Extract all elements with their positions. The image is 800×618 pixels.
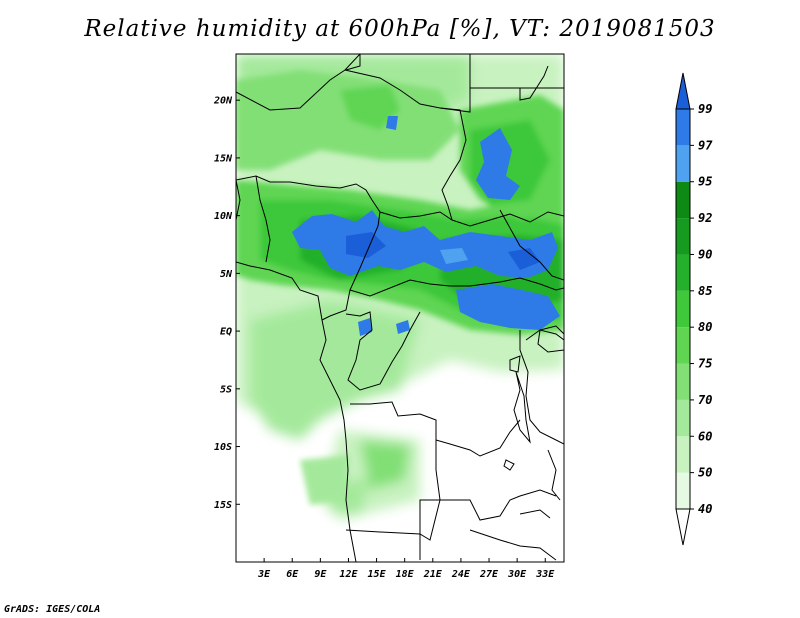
colorbar-label: 70 bbox=[698, 393, 712, 407]
lon-tick-label: 21E bbox=[423, 569, 443, 580]
lake-kivu bbox=[509, 355, 521, 373]
lat-tick-label: 5N bbox=[220, 269, 233, 280]
colorbar-label: 92 bbox=[698, 211, 712, 225]
colorbar-swatch bbox=[676, 327, 690, 364]
lon-tick-label: 15E bbox=[368, 569, 387, 580]
colorbar-label: 40 bbox=[698, 502, 712, 516]
lake-mweru bbox=[503, 459, 515, 471]
colorbar-label: 75 bbox=[698, 357, 712, 371]
border-car-drc bbox=[349, 277, 564, 297]
colorbar-swatch bbox=[676, 290, 690, 328]
border-niger-libya bbox=[344, 54, 471, 113]
lake-tanganyika bbox=[513, 371, 531, 444]
lat-tick-label: 15S bbox=[214, 500, 232, 511]
coastline-west bbox=[236, 261, 357, 562]
colorbar-legend: 40 50 60 70 75 80 85 90 92 95 97 99 bbox=[675, 72, 713, 546]
colorbar-label: 50 bbox=[698, 466, 712, 480]
lake-malawi bbox=[547, 449, 561, 501]
colorbar-upper-triangle bbox=[675, 72, 691, 110]
chart-title: Relative humidity at 600hPa [%], VT: 201… bbox=[84, 16, 716, 42]
lat-tick-label: EQ bbox=[220, 327, 232, 338]
lat-tick-label: 5S bbox=[220, 384, 232, 395]
lon-tick-label: 3E bbox=[257, 569, 271, 580]
colorbar-label: 99 bbox=[698, 102, 712, 116]
lat-tick-label: 20N bbox=[213, 96, 233, 107]
longitude-axis: 3E 6E 9E 12E 15E 18E 21E 24E 27E 30E 33E bbox=[257, 558, 555, 580]
border-congo bbox=[345, 311, 421, 391]
border-libya-egypt bbox=[469, 54, 564, 89]
colorbar-label: 90 bbox=[698, 247, 712, 261]
lon-tick-label: 6E bbox=[286, 569, 299, 580]
saturated-layer bbox=[292, 116, 560, 336]
border-chad-car bbox=[379, 211, 564, 227]
colorbar-swatch bbox=[676, 436, 690, 473]
lake-kariba bbox=[519, 509, 551, 519]
border-zambia-zimbabwe bbox=[469, 529, 557, 561]
map-frame bbox=[235, 53, 565, 563]
border-uganda bbox=[525, 329, 564, 341]
latitude-axis: 20N 15N 10N 5N EQ 5S 10S 15S bbox=[213, 96, 240, 511]
colorbar-swatch bbox=[676, 181, 690, 219]
colorbar-label: 95 bbox=[698, 175, 712, 189]
colorbar-swatch bbox=[676, 145, 690, 182]
colorbar-label: 80 bbox=[698, 320, 712, 334]
colorbar-label: 97 bbox=[698, 138, 713, 152]
colorbar-lower-triangle bbox=[675, 508, 691, 546]
lon-tick-label: 24E bbox=[451, 569, 471, 580]
border-chad-sudan bbox=[439, 107, 467, 221]
lat-tick-label: 10N bbox=[214, 211, 233, 222]
lon-tick-label: 27E bbox=[479, 569, 499, 580]
lon-tick-label: 12E bbox=[339, 569, 358, 580]
grads-credit: GrADS: IGES/COLA bbox=[4, 604, 101, 615]
lon-tick-label: 9E bbox=[314, 569, 327, 580]
colorbar-swatch bbox=[676, 254, 690, 291]
colorbar-swatch bbox=[676, 399, 690, 437]
country-borders bbox=[236, 54, 564, 562]
lon-tick-label: 30E bbox=[507, 569, 527, 580]
border-benin-togo bbox=[236, 175, 271, 263]
lat-tick-label: 15N bbox=[214, 153, 233, 164]
colorbar-swatch bbox=[676, 109, 690, 146]
border-angola-namibia bbox=[345, 499, 441, 560]
border-drc-east bbox=[519, 330, 564, 445]
border-egypt-sudan bbox=[519, 65, 549, 101]
border-niger-nigeria bbox=[236, 175, 373, 201]
border-algeria-niger bbox=[236, 54, 361, 111]
colorbar-swatch bbox=[676, 218, 690, 255]
border-south-sudan bbox=[499, 209, 564, 281]
colorbar-label: 60 bbox=[698, 429, 712, 443]
lake-victoria bbox=[537, 325, 564, 353]
lon-tick-label: 18E bbox=[396, 569, 415, 580]
colorbar-swatch bbox=[676, 472, 690, 509]
lat-tick-label: 10S bbox=[214, 442, 232, 453]
colorbar-label: 85 bbox=[698, 284, 712, 298]
humidity-field bbox=[236, 54, 564, 562]
colorbar-frame bbox=[675, 108, 691, 510]
border-nigeria-cameroon bbox=[321, 199, 381, 321]
colorbar-swatch bbox=[676, 363, 690, 400]
border-angola-zambia bbox=[435, 440, 557, 521]
lon-tick-label: 33E bbox=[535, 569, 555, 580]
